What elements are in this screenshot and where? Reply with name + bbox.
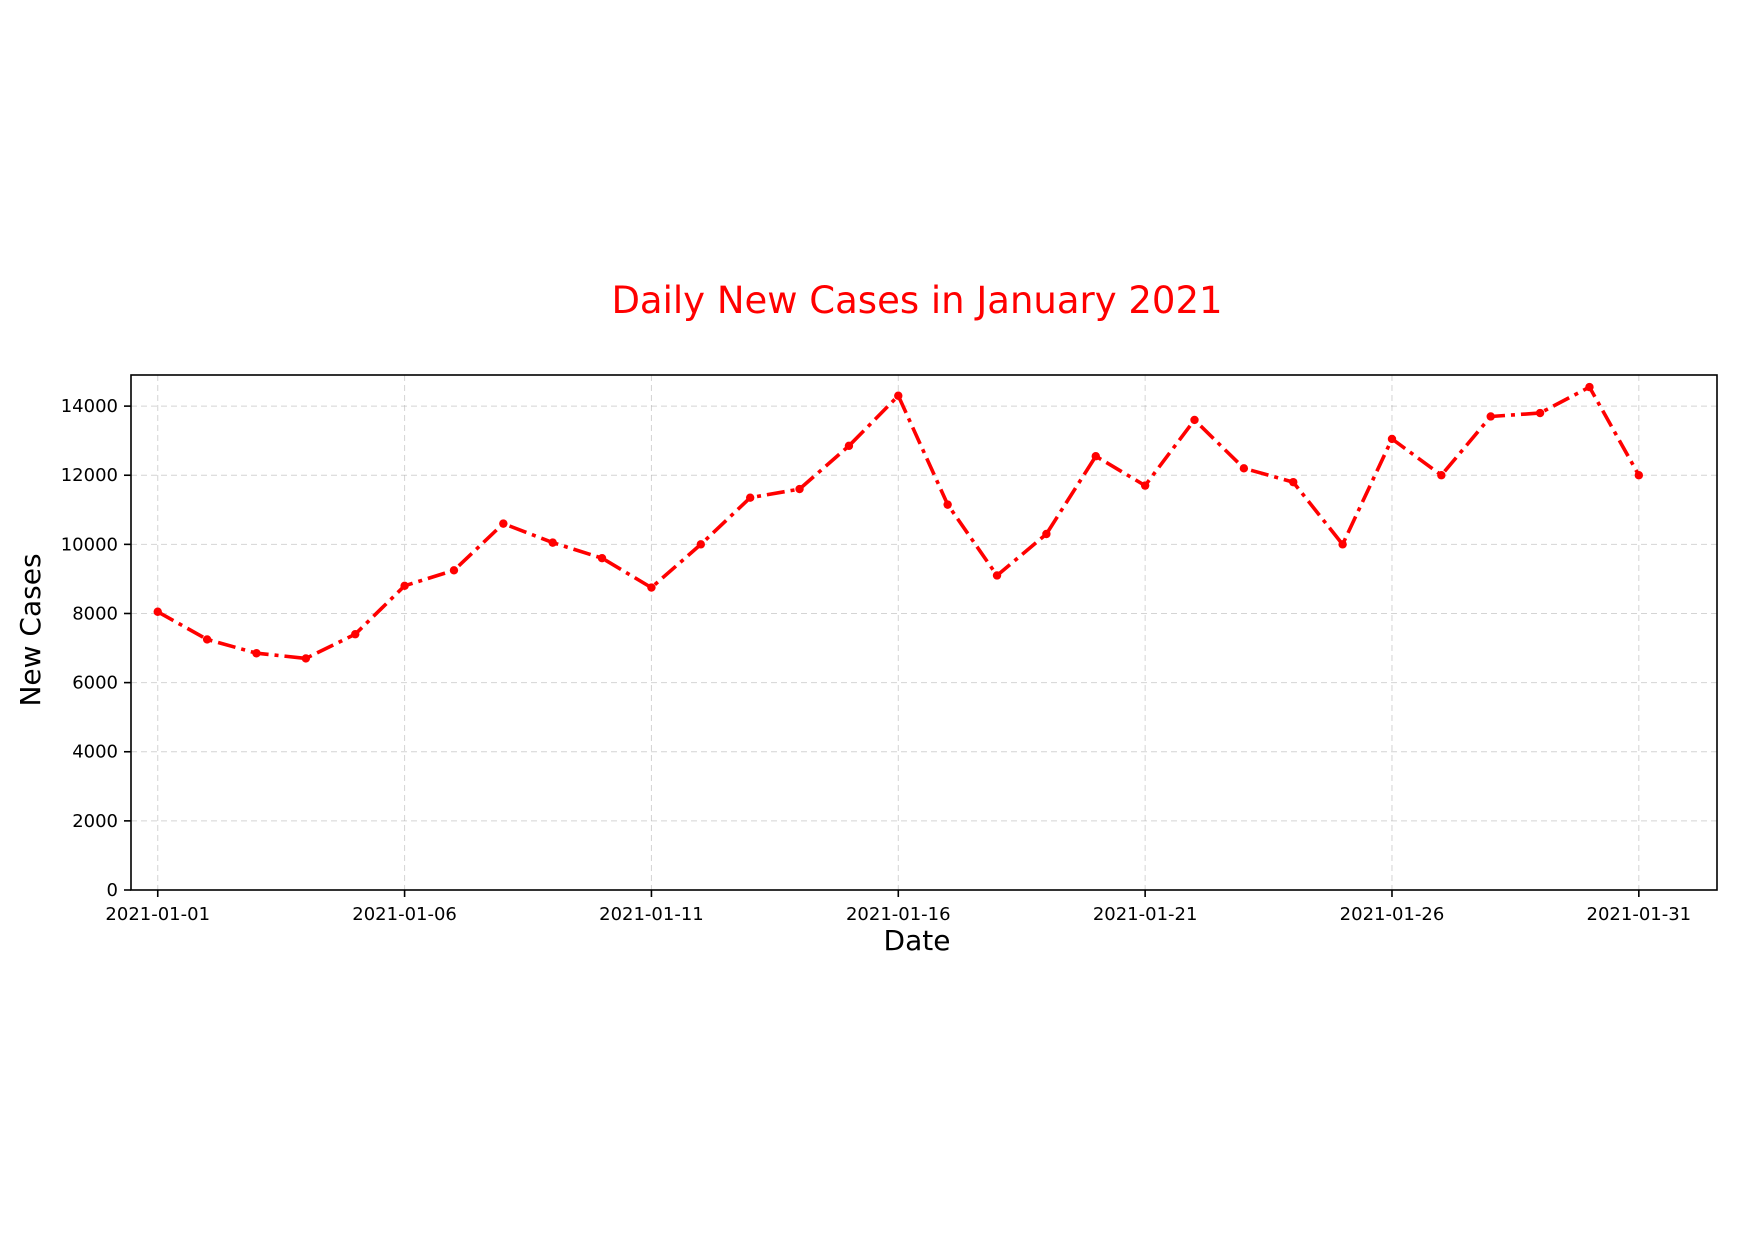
data-point <box>844 441 854 451</box>
data-point <box>1585 382 1594 392</box>
data-point <box>1042 529 1051 539</box>
x-tick-label: 2021-01-21 <box>1093 904 1198 925</box>
data-point <box>301 654 311 663</box>
x-axis-label: Date <box>884 924 951 957</box>
y-tick-label: 12000 <box>61 465 118 486</box>
x-axis: 2021-01-01 2021-01-06 2021-01-11 2021-01-16… <box>105 890 1691 925</box>
y-tick-label: 0 <box>107 880 118 901</box>
plot-frame <box>130 374 1718 891</box>
data-point <box>1338 540 1347 549</box>
x-tick-label: 2021-01-11 <box>599 904 704 925</box>
data-point <box>647 583 656 592</box>
data-point <box>499 519 508 528</box>
x-tick-label: 2021-01-06 <box>352 904 457 925</box>
data-point <box>1535 408 1545 418</box>
data-point <box>1091 452 1100 461</box>
y-axis-label: New Cases <box>14 553 47 706</box>
x-tick-label: 2021-01-01 <box>105 904 210 925</box>
data-point <box>548 538 557 547</box>
data-point <box>400 581 409 591</box>
y-tick-label: 4000 <box>72 742 118 763</box>
data-point <box>894 391 903 400</box>
data-point <box>795 484 804 494</box>
y-tick-label: 10000 <box>61 534 118 555</box>
y-axis: 0 2000 4000 6000 8000 10000 12000 14000 <box>61 396 131 901</box>
data-point <box>1239 464 1249 473</box>
data-point <box>696 540 706 549</box>
x-tick-label: 2021-01-16 <box>846 904 951 925</box>
x-tick-label: 2021-01-26 <box>1340 904 1445 925</box>
data-point <box>1387 434 1397 444</box>
data-point <box>153 607 162 616</box>
y-tick-label: 8000 <box>72 603 118 624</box>
grid <box>131 375 1717 891</box>
x-tick-label: 2021-01-31 <box>1587 904 1692 925</box>
data-point <box>252 649 261 658</box>
data-point <box>202 635 212 644</box>
data-point <box>1289 477 1298 487</box>
data-point <box>943 500 952 509</box>
data-point <box>1437 471 1446 480</box>
y-tick-label: 2000 <box>72 811 118 832</box>
data-point <box>351 630 360 639</box>
data-point <box>745 493 755 502</box>
data-point <box>1486 412 1495 421</box>
data-point <box>1634 471 1644 480</box>
y-tick-label: 6000 <box>72 673 118 694</box>
data-point <box>449 566 459 575</box>
data-point <box>992 571 1002 580</box>
data-point <box>1190 415 1199 425</box>
chart-title: Daily New Cases in January 2021 <box>611 279 1222 322</box>
data-point <box>1140 481 1150 490</box>
data-point <box>597 553 607 563</box>
series-layer <box>153 382 1644 663</box>
y-tick-label: 14000 <box>61 396 118 417</box>
